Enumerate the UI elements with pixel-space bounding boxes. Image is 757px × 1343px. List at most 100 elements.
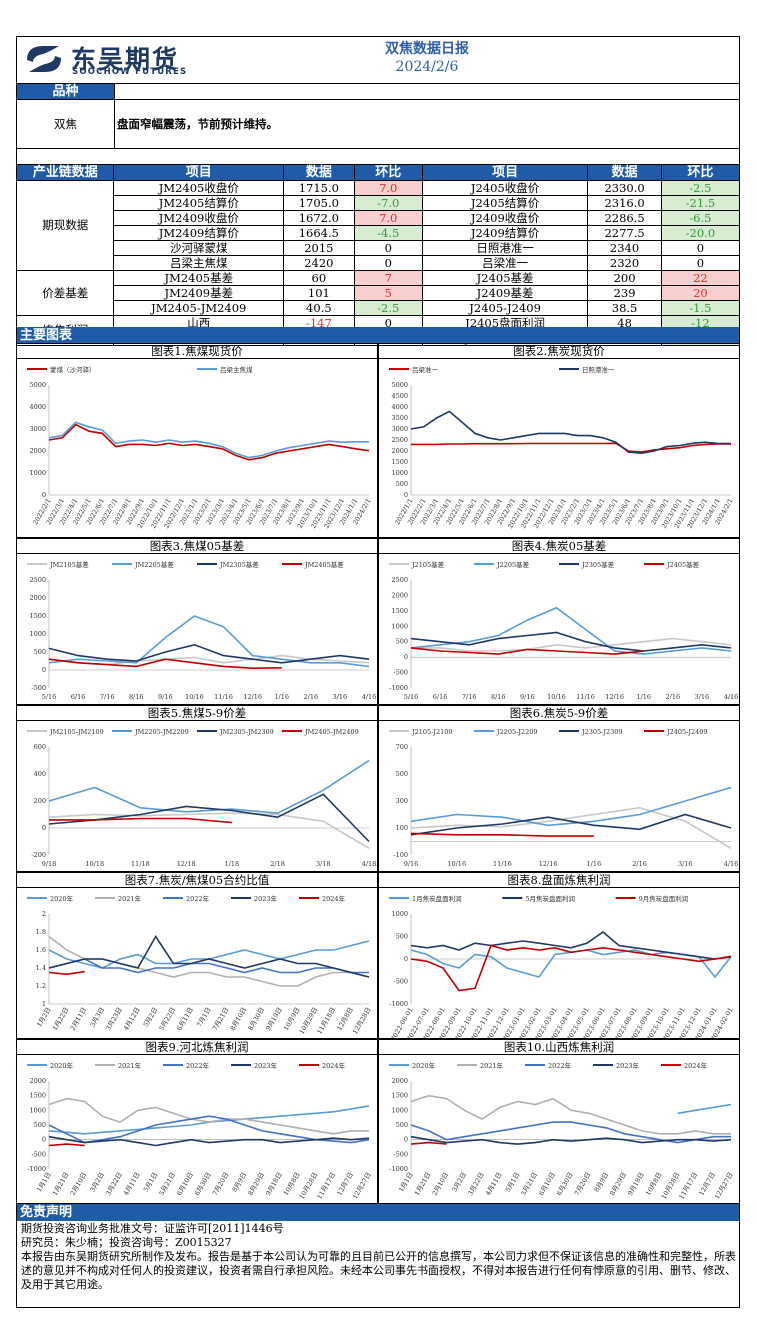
item-cell: J2405-J2409 — [421, 300, 589, 316]
series-line — [48, 935, 370, 987]
logo-subtext: SOOCHOW FUTURES — [72, 67, 188, 77]
disclaimer-label: 免责声明 — [20, 1205, 73, 1220]
y-tick-label: 2000 — [29, 1077, 46, 1085]
x-tick-label: 12/18 — [177, 860, 196, 868]
series-line — [48, 793, 370, 843]
x-tick-label: 11/16 — [214, 693, 233, 701]
series-line — [48, 423, 370, 461]
x-tick-label: 4月11日 — [484, 1171, 504, 1197]
chart-title: 图表5.焦煤5-9价差 — [17, 706, 377, 721]
series-line — [410, 813, 732, 836]
legend-label: J2305基差 — [581, 560, 615, 569]
y-tick-label: 1000 — [391, 1106, 408, 1114]
y-tick-label: 500 — [396, 933, 408, 941]
chart-svg: JM2105基差 JM2205基差 JM2305基差 JM2405基差 -500 0 500… — [27, 560, 376, 701]
legend-label: J2205-J2209 — [496, 728, 538, 736]
y-tick-label: 1000 — [29, 469, 46, 477]
y-tick-label: 1500 — [391, 1092, 408, 1100]
y-tick-label: 2500 — [29, 576, 46, 584]
y-tick-label: 100 — [396, 824, 408, 832]
y-tick-label: 0 — [42, 1136, 46, 1144]
series-line — [410, 832, 594, 837]
x-tick-label: 7/16 — [462, 693, 477, 701]
series-line — [410, 806, 732, 849]
change-cell: -4.5 — [353, 225, 423, 241]
x-tick-label: 6/16 — [433, 693, 448, 701]
chart-title: 图表6.焦炭5-9价差 — [379, 706, 739, 721]
group-label: 价差基差 — [15, 270, 115, 316]
value-cell: 2320 — [587, 255, 662, 271]
legend-label: 1月焦炭盘面利润 — [412, 894, 462, 903]
legend-label: JM2405-JM2409 — [304, 728, 359, 736]
y-tick-label: 4500 — [391, 392, 408, 400]
variety-header: 品种 — [16, 83, 115, 100]
y-tick-label: 1500 — [391, 458, 408, 466]
x-tick-label: 2/16 — [304, 693, 319, 701]
y-tick-label: -500 — [31, 684, 46, 692]
x-tick-label: 10/16 — [185, 693, 204, 701]
chart-svg: 2020年 2021年 2022年 2023年 2024年 -1000 -500 0 500 10… — [389, 1061, 735, 1201]
series-line — [410, 1135, 732, 1145]
chart-svg: J2105基差 J2205基差 J2305基差 J2405基差 -1000 -500 0 50… — [389, 560, 738, 701]
series-line — [410, 410, 731, 455]
col-header: 环比 — [353, 164, 423, 181]
y-tick-label: 2000 — [29, 594, 46, 602]
y-tick-label: 500 — [396, 638, 408, 646]
series-line — [410, 606, 732, 655]
item-cell: J2409基差 — [421, 285, 589, 301]
y-tick-label: 1000 — [29, 630, 46, 638]
legend-label: J2205基差 — [496, 560, 530, 569]
x-tick-label: 5/16 — [404, 693, 419, 701]
x-tick-label: 2月11日 — [69, 1006, 89, 1032]
charts-section-label: 主要图表 — [20, 328, 73, 343]
legend-label: J2405基差 — [666, 560, 700, 569]
chart-9: 图表9.河北炼焦利润 2020年 2021年 2022年 2023年 2024年 -1000… — [16, 1039, 378, 1204]
item-cell: 吕梁准一 — [421, 255, 589, 271]
chart-svg: 吕梁准一 日照港准一 0 500 1000 1500 2000 2500 3000 3500 400… — [389, 365, 735, 530]
x-tick-label: 2/18 — [270, 860, 285, 868]
value-cell: 2340 — [587, 240, 662, 256]
group-label: 期现数据 — [15, 180, 115, 271]
table-row: JM2409收盘价 1672.0 7.0 J2409收盘价 2286.5 -6.5 — [17, 210, 741, 226]
x-tick-label: 2/16 — [666, 693, 681, 701]
charts-section-header: 主要图表 — [17, 327, 739, 344]
y-tick-label: 1500 — [29, 612, 46, 620]
y-tick-label: -500 — [393, 1150, 408, 1158]
item-cell: JM2409结算价 — [113, 225, 285, 241]
x-tick-label: 1/16 — [274, 693, 289, 701]
series-line — [48, 658, 282, 670]
series-line — [48, 421, 369, 459]
table-row: JM2405结算价 1705.0 -7.0 J2405结算价 2316.0 -21.5 — [17, 195, 741, 211]
x-tick-label: 3/16 — [695, 693, 710, 701]
legend-label: 2022年 — [548, 1061, 572, 1070]
change-cell: 5 — [353, 285, 423, 301]
y-tick-label: 2000 — [391, 591, 408, 599]
y-tick-label: 500 — [396, 770, 408, 778]
y-tick-label: 300 — [396, 797, 408, 805]
chart-5: 图表5.焦煤5-9价差 JM2105-JM2109 JM2205-JM2209 JM2… — [16, 705, 378, 872]
y-tick-label: -1000 — [27, 1165, 46, 1173]
legend-label: JM2405基差 — [304, 560, 344, 569]
series-line — [48, 1143, 85, 1147]
table-row: JM2409基差 101 5 J2409基差 239 20 — [17, 285, 741, 301]
value-cell: 2330.0 — [587, 180, 662, 196]
value-cell: 2316.0 — [587, 195, 662, 211]
value-cell: 200 — [587, 270, 662, 286]
soochow-logo-icon — [27, 46, 61, 72]
legend-label: JM2305基差 — [219, 560, 259, 569]
legend-label: 5月焦炭盘面利润 — [525, 894, 575, 903]
value-cell: 60 — [283, 270, 355, 286]
chart-2: 图表2.焦炭现货价 吕梁准一 日照港准一 0 500 1000 1500 2000 2500 30… — [378, 343, 740, 538]
x-tick-label: 1/18 — [225, 860, 240, 868]
change-cell: 7 — [353, 270, 423, 286]
y-tick-label: 5000 — [29, 381, 46, 389]
x-tick-label: 11/16 — [493, 860, 512, 868]
table-row: 期现数据 JM2405收盘价 1715.0 7.0 J2405收盘价 2330.0 -2.5 — [15, 180, 741, 271]
chart-title: 图表7.焦炭/焦煤05合约比值 — [17, 873, 377, 888]
col-header: 数据 — [587, 164, 662, 181]
legend-label: JM2205基差 — [134, 560, 174, 569]
change-cell: 0 — [353, 240, 423, 256]
x-tick-label: 11/16 — [576, 693, 595, 701]
change-cell: 0 — [660, 240, 741, 256]
item-cell: 日照港准一 — [421, 240, 589, 256]
